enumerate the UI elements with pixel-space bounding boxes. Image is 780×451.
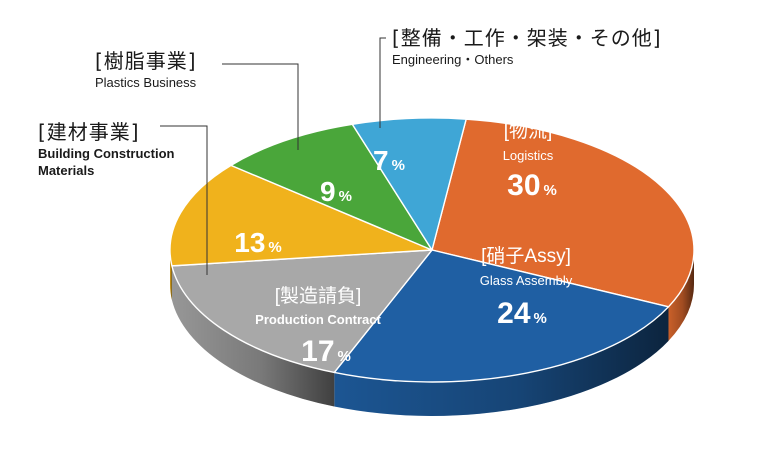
plastics-value-label: 9% — [320, 176, 352, 207]
building-materials-value-label: 13% — [234, 227, 282, 258]
production-contract-value-label: 17% — [301, 335, 351, 368]
side-shade-logistics — [668, 250, 694, 341]
side-shade-production-contract — [171, 265, 335, 407]
production-contract-jp-label: [製造請負] — [275, 285, 362, 307]
slice-plastics-business — [230, 123, 433, 251]
logistics-jp-label: [物流] — [504, 120, 553, 142]
leader-engineering — [379, 37, 386, 128]
slice-glass-assembly — [333, 249, 670, 383]
pie-tops — [169, 117, 695, 383]
production-contract-en-label: Production Contract — [255, 312, 381, 327]
side-shade-glass-assembly — [334, 306, 669, 416]
glass-assembly-jp-label: [硝子Assy] — [481, 245, 571, 267]
callout-plastics: [樹脂事業] Plastics Business — [95, 45, 197, 91]
leader-plastics — [222, 63, 299, 150]
callout-engineering: [整備・工作・架装・その他] Engineering・Others — [392, 22, 662, 68]
engineering-jp-label: [整備・工作・架装・その他] — [392, 26, 662, 50]
engineering-value-label: 7% — [373, 145, 405, 176]
engineering-en-label: Engineering・Others — [392, 52, 514, 67]
slice-labels: [物流] Logistics 30 % [硝子Assy] Glass Assembly 24… — [234, 120, 572, 368]
callout-building-materials: [建材事業] Building Construction Materials — [38, 116, 228, 179]
plastics-en-label: Plastics Business — [95, 75, 197, 90]
leader-building-materials — [160, 125, 208, 275]
slice-production-contract — [171, 249, 433, 374]
glass-assembly-en-label: Glass Assembly — [480, 273, 573, 288]
slice-engineering-others — [351, 117, 467, 251]
slice-building-construction-materials — [169, 164, 433, 267]
logistics-en-label: Logistics — [503, 148, 554, 163]
building-jp-label: [建材事業] — [38, 120, 140, 144]
plastics-jp-label: [樹脂事業] — [95, 49, 197, 73]
glass-assembly-value-label: 24% — [497, 297, 547, 330]
leader-lines — [160, 37, 386, 275]
logistics-value-label: 30% — [507, 169, 557, 202]
building-en-label: Building Construction Materials — [38, 146, 175, 178]
slice-logistics — [431, 118, 695, 308]
